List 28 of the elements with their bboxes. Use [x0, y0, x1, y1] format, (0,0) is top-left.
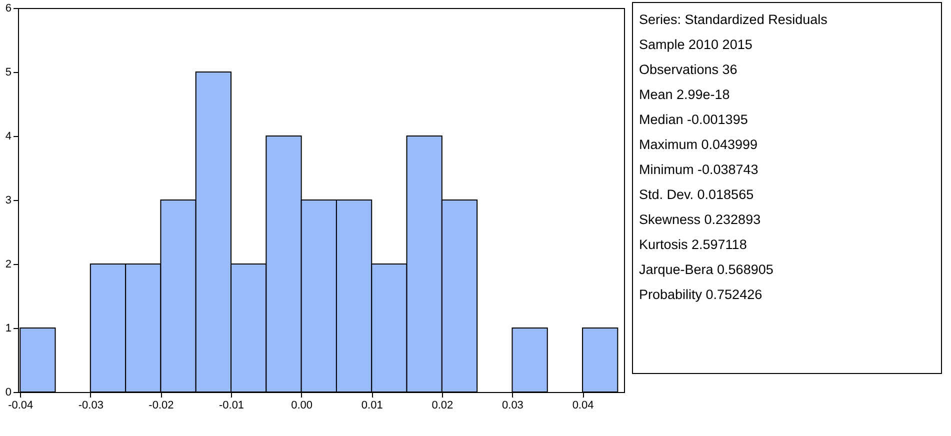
y-tick-label: 3	[5, 194, 12, 206]
x-tick-label: 0.03	[502, 400, 524, 412]
x-tick-label: -0.01	[218, 400, 244, 412]
text: Jarque-Bera 0.568905	[639, 261, 774, 279]
x-tick-label: 0.04	[572, 400, 594, 412]
text: Median -0.001395	[639, 111, 749, 129]
x-tick-label: -0.03	[78, 400, 104, 412]
x-tick-label: 0.02	[432, 400, 454, 412]
y-tick-label: 0	[5, 386, 12, 398]
y-tick-label: 1	[5, 322, 12, 334]
text: Minimum -0.038743	[639, 161, 760, 179]
text: Kurtosis 2.597118	[639, 236, 748, 254]
text: Std. Dev. 0.018565	[639, 186, 755, 204]
x-tick-label: -0.02	[148, 400, 174, 412]
x-tick-label: 0.01	[361, 400, 383, 412]
y-tick-label: 4	[5, 130, 12, 142]
y-tick-label: 5	[5, 66, 12, 78]
y-tick-label: 6	[5, 2, 12, 14]
text: Series: Standardized Residuals	[639, 11, 828, 29]
text: Maximum 0.043999	[639, 136, 759, 154]
text: Skewness 0.232893	[639, 211, 762, 229]
x-tick-label: -0.04	[8, 400, 34, 412]
text: Observations 36	[639, 61, 738, 79]
x-tick-label: 0.00	[291, 400, 313, 412]
text: Probability 0.752426	[639, 286, 764, 304]
y-tick-label: 2	[5, 258, 12, 270]
text: Sample 2010 2015	[639, 36, 754, 54]
text: Mean 2.99e-18	[639, 86, 731, 104]
